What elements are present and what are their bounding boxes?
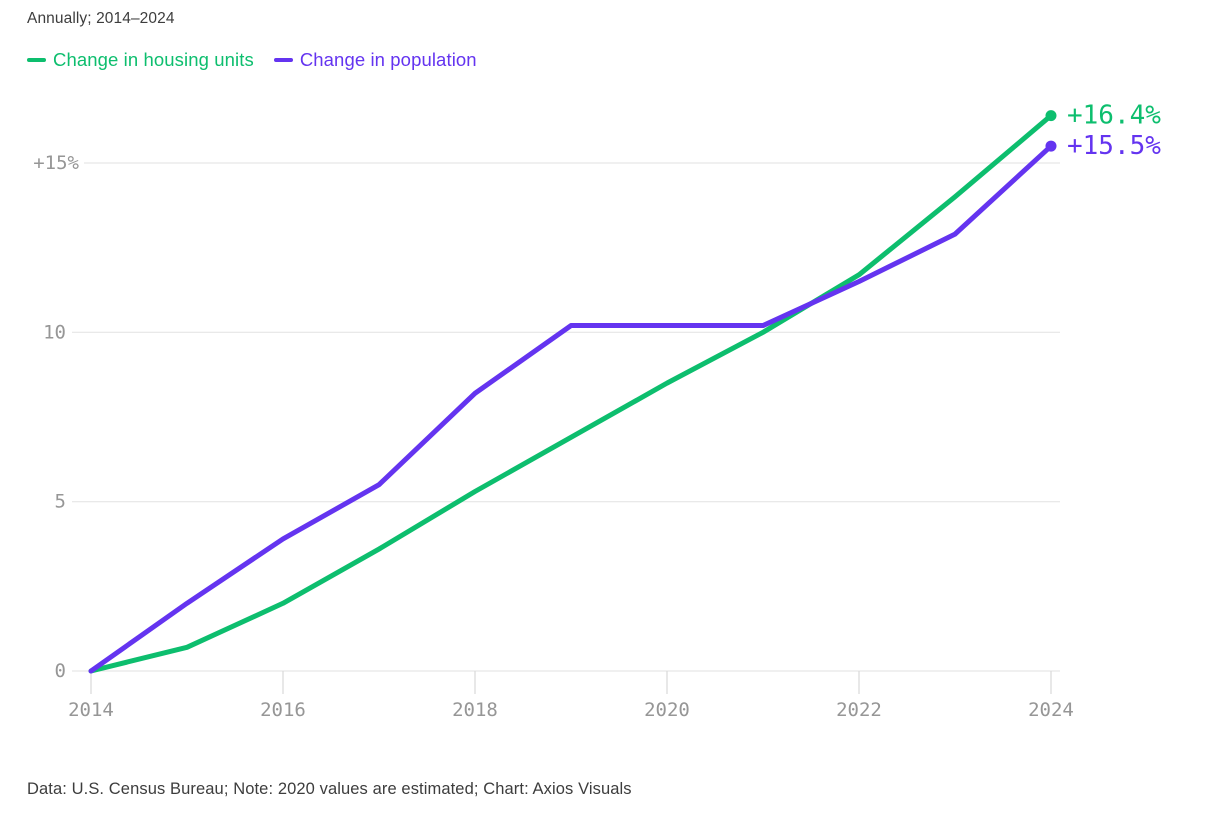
y-tick-label-0: 0	[55, 660, 66, 682]
series-line-change-in-housing-units	[88, 113, 1054, 674]
source-note: Data: U.S. Census Bureau; Note: 2020 val…	[27, 780, 632, 798]
series-end-dot-change-in-population	[1045, 140, 1057, 152]
legend-item-housing-units: Change in housing units	[27, 49, 254, 71]
y-tick-label-10: 10	[43, 321, 66, 343]
x-tick-label-2016: 2016	[260, 699, 306, 721]
x-tick-label-2022: 2022	[836, 699, 882, 721]
x-tick-label-2014: 2014	[68, 699, 114, 721]
chart-subtitle: Annually; 2014–2024	[27, 10, 175, 27]
legend-dash-housing-icon	[27, 58, 46, 62]
series-end-label-change-in-housing-units: +16.4%	[1067, 101, 1161, 131]
legend-dash-population-icon	[273, 58, 293, 62]
series-end-dot-change-in-housing-units	[1045, 110, 1057, 122]
x-tick-label-2020: 2020	[644, 699, 690, 721]
legend-label-housing-units: Change in housing units	[53, 49, 254, 70]
series-line-change-in-population	[88, 143, 1054, 674]
x-tick-label-2024: 2024	[1028, 699, 1074, 721]
y-tick-label-15: +15%	[33, 152, 79, 174]
legend-item-population: Change in population	[273, 49, 477, 71]
y-tick-label-5: 5	[55, 491, 66, 513]
x-tick-label-2018: 2018	[452, 699, 498, 721]
legend-label-population: Change in population	[299, 49, 477, 70]
series-end-label-change-in-population: +15.5%	[1067, 131, 1161, 161]
legend: Change in housing units Change in popula…	[27, 49, 477, 71]
